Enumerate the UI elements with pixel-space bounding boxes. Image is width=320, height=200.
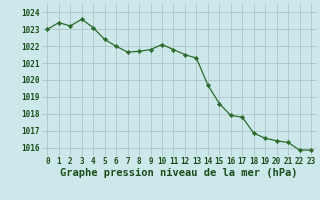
X-axis label: Graphe pression niveau de la mer (hPa): Graphe pression niveau de la mer (hPa)	[60, 168, 298, 178]
